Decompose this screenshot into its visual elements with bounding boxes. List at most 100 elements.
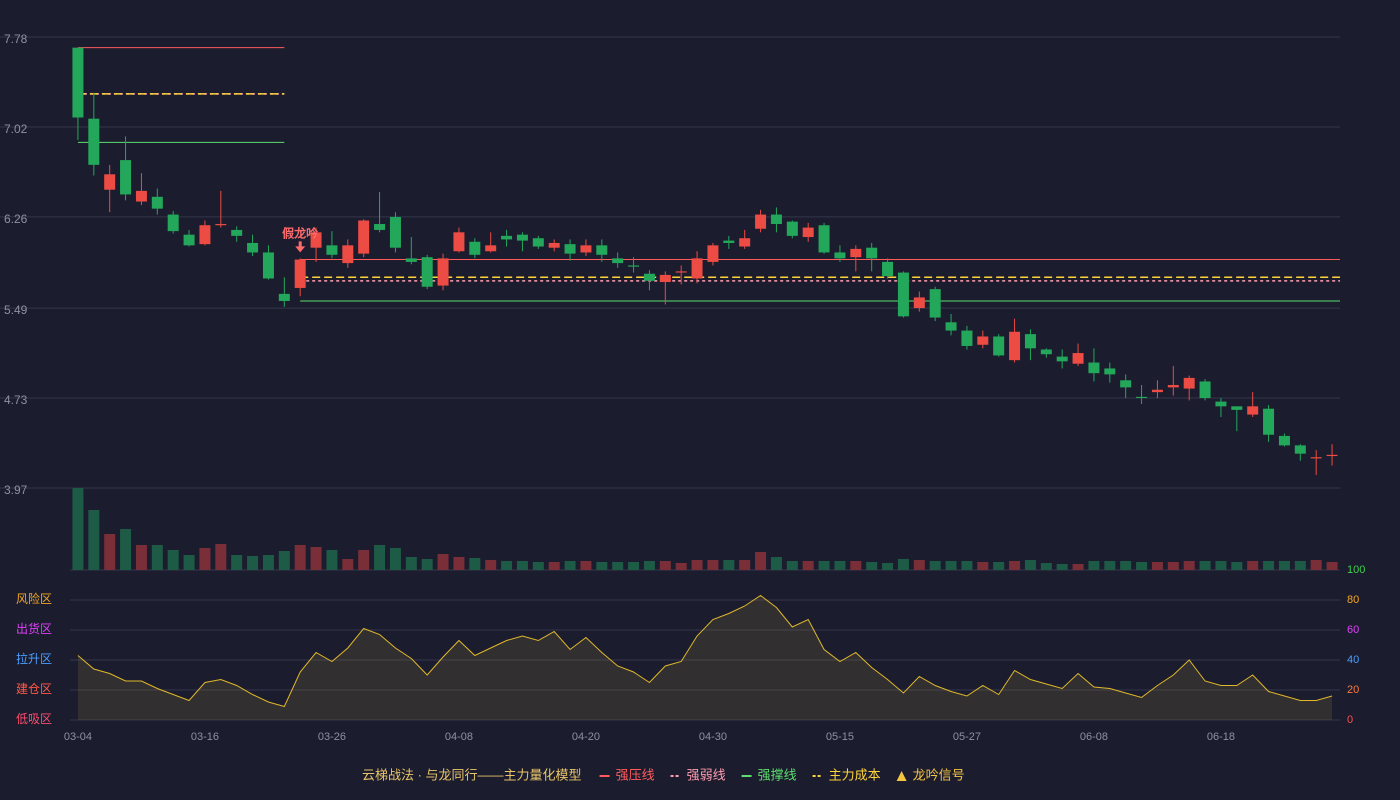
legend-swatch [896, 771, 907, 781]
x-tick-label: 03-04 [64, 731, 92, 743]
legend: 云梯战法 · 与龙同行——主力量化模型 强压线 强弱线 强撑线 主力成本 龙吟信号 [362, 767, 965, 782]
volume-bar [596, 562, 608, 570]
volume-bar [1294, 561, 1306, 570]
x-tick-label: 05-15 [826, 731, 854, 743]
candle-body [389, 216, 401, 248]
volume-bar [770, 557, 782, 570]
candle-body [326, 245, 338, 255]
legend-label: 强撑线 [758, 767, 797, 782]
signal-label: 假龙吟 [282, 226, 318, 241]
candle-body [961, 330, 973, 346]
candle-body [834, 252, 846, 259]
volume-bar [469, 558, 481, 570]
volume-bar [723, 560, 735, 570]
candle-body [596, 245, 608, 255]
candle-body [1136, 396, 1148, 399]
candle-body [151, 196, 163, 209]
volume-bar [278, 551, 290, 570]
zone-label: 风险区 [16, 591, 52, 606]
legend-label: 龙吟信号 [913, 767, 965, 782]
candle-body [1167, 385, 1179, 388]
volume-bar [421, 559, 433, 570]
candle-body [580, 245, 592, 253]
volume-bar [389, 548, 401, 570]
volume-bar [1024, 560, 1036, 570]
legend-label: 强压线 [616, 767, 655, 782]
zone-label: 低吸区 [16, 712, 52, 726]
candle-body [612, 258, 624, 264]
candle-body [501, 235, 513, 240]
volume-bar [1009, 561, 1021, 570]
volume-bar [739, 560, 751, 570]
candle-body [374, 224, 386, 230]
candle-body [1199, 381, 1211, 399]
candle-body [897, 272, 909, 317]
candle-body [1183, 377, 1195, 389]
volume-bar [310, 547, 322, 570]
volume-bar [977, 562, 989, 570]
volume-bar [199, 548, 211, 570]
volume-bar [1183, 561, 1195, 570]
signal-arrow [295, 241, 306, 253]
indicator-tick-label: 0 [1347, 714, 1353, 726]
candle-body [1088, 362, 1100, 374]
candle-body [183, 234, 195, 246]
volume-bar [564, 561, 576, 570]
volume-bar [818, 561, 830, 570]
volume-bar [802, 561, 814, 570]
volume-bar [1088, 561, 1100, 570]
zone-label: 建仓区 [16, 682, 52, 696]
candle-body [294, 259, 306, 288]
volume-bar [866, 562, 878, 570]
volume-bar [120, 529, 132, 570]
volume-bar [1278, 561, 1290, 570]
candle-body [643, 273, 655, 281]
volume-bar [516, 561, 528, 570]
candle-body [1151, 389, 1163, 393]
volume-bar [1247, 561, 1259, 570]
x-tick-label: 06-18 [1207, 731, 1235, 743]
volume-bar [1167, 562, 1179, 570]
legend-label: 主力成本 [829, 767, 881, 782]
candle-body [358, 220, 370, 254]
volume-bar [262, 555, 274, 570]
candle-body [1263, 408, 1275, 435]
volume-bar [247, 556, 259, 570]
indicator-tick-label: 40 [1347, 654, 1359, 666]
volume-bar [1231, 562, 1243, 570]
candle-body [278, 293, 290, 301]
candle-body [628, 265, 640, 267]
y-tick-label: 5.49 [4, 303, 28, 317]
candle-body [1310, 457, 1322, 459]
candle-body [215, 224, 227, 226]
candle-body [135, 190, 147, 202]
volume-bar [294, 545, 306, 570]
volume-bar [786, 561, 798, 570]
volume-bar [135, 545, 147, 570]
indicator-line [77, 594, 1333, 708]
volume-bar [1136, 562, 1148, 570]
candle-body [929, 289, 941, 318]
x-tick-label: 03-26 [318, 731, 346, 743]
volume-bar [405, 557, 417, 570]
y-tick-label: 7.02 [4, 122, 28, 136]
volume-bar [548, 562, 560, 570]
x-tick-label: 04-30 [699, 731, 727, 743]
volume-bar [437, 554, 449, 570]
volume-bar [342, 559, 354, 570]
candle-body [1009, 331, 1021, 361]
volume-bar [183, 555, 195, 570]
volume-bar [707, 560, 719, 570]
volume-bar [993, 562, 1005, 570]
zone-label: 拉升区 [16, 651, 52, 666]
volume-bar [1151, 562, 1163, 570]
candle-body [120, 160, 132, 195]
candle-body [1326, 454, 1338, 457]
volume-bar [675, 563, 687, 570]
indicator-area [77, 595, 1333, 720]
candle-body [405, 258, 417, 262]
candle-body [1278, 435, 1290, 446]
